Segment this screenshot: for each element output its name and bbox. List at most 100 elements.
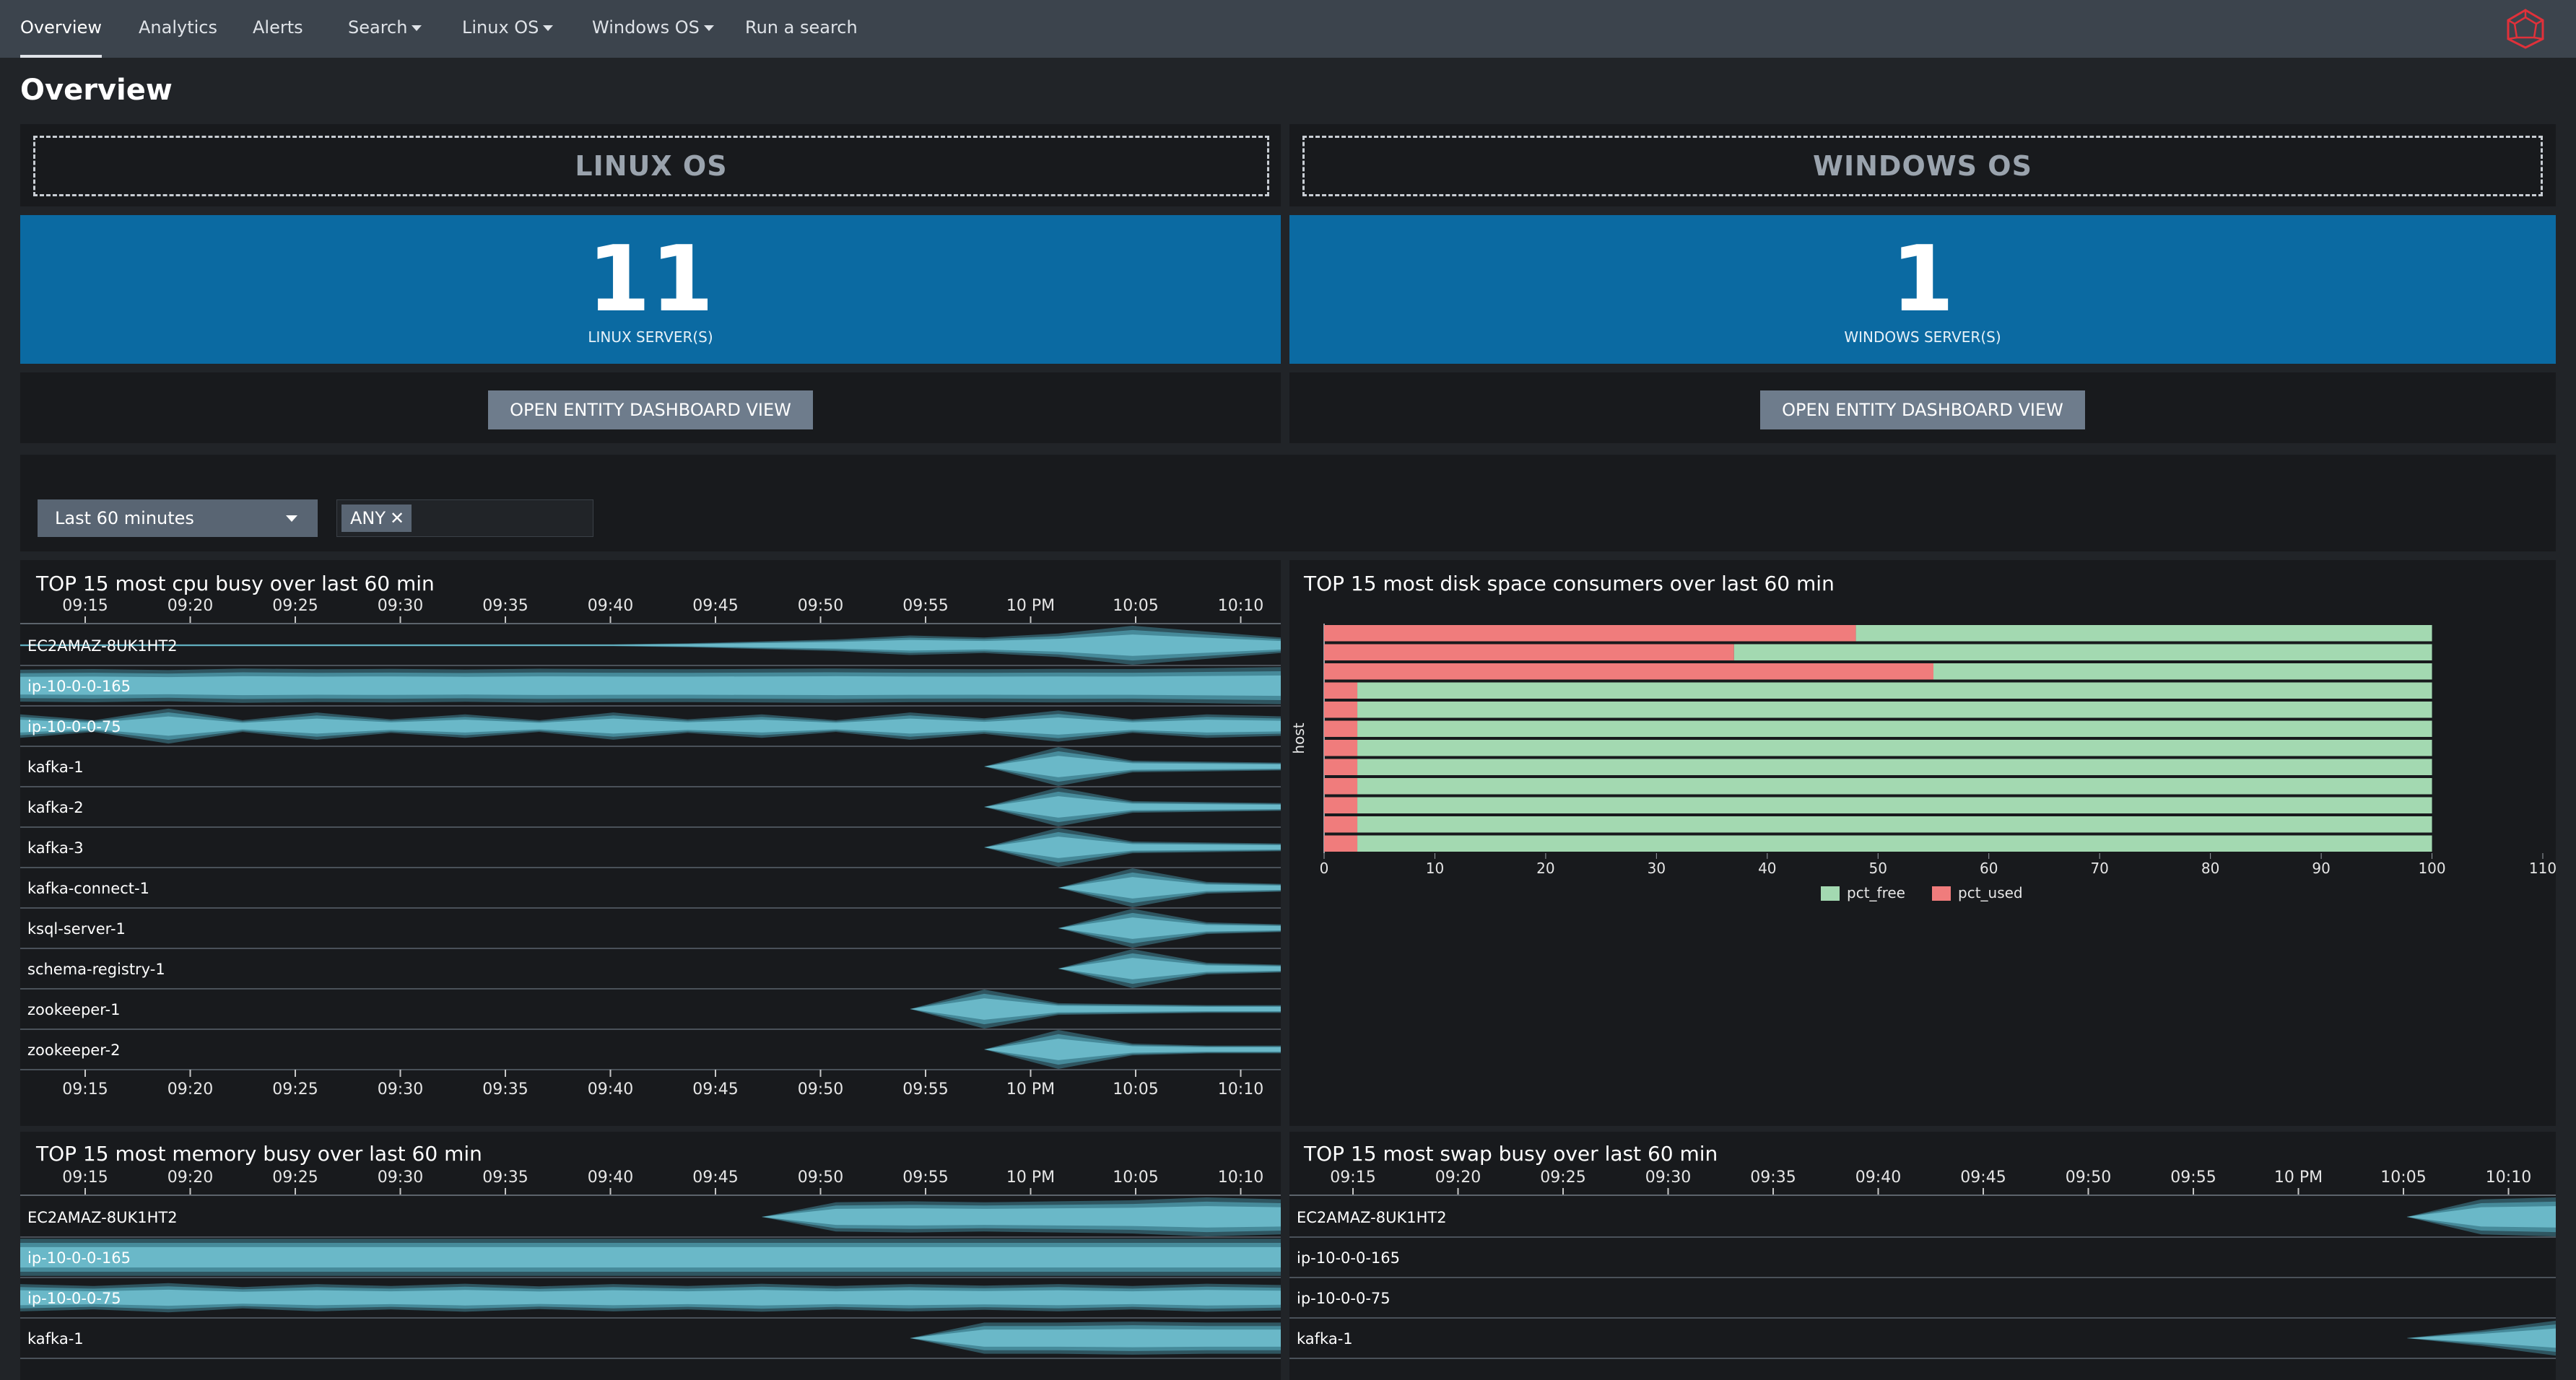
timeline-row[interactable]: zookeeper-2 (20, 1030, 1281, 1070)
timeline-row[interactable]: kafka-1 (1289, 1320, 2556, 1359)
time-axis-top: 09:15 09:20 09:25 09:30 09:35 09:40 09:45 09:50… (62, 597, 1263, 624)
legend-swatch-pct-free (1821, 886, 1840, 901)
tab-overview[interactable]: Overview (20, 0, 102, 58)
linux-button-panel: OPEN ENTITY DASHBOARD VIEW (20, 372, 1281, 443)
timeline-row[interactable]: schema-registry-1 (20, 949, 1281, 990)
timeline-row[interactable]: ip-10-0-0-75 (20, 1283, 1281, 1319)
close-icon[interactable]: ✕ (390, 508, 405, 528)
bar-pct-used[interactable] (1324, 720, 1358, 738)
x-tick-label: 80 (2201, 860, 2219, 877)
x-tick-label: 70 (2090, 860, 2108, 877)
host-token[interactable]: ANY ✕ (341, 505, 412, 532)
bar-pct-used[interactable] (1324, 835, 1358, 852)
bar-pct-used[interactable] (1324, 759, 1358, 776)
legend-label-pct-free[interactable]: pct_free (1847, 884, 1905, 901)
timeline-row[interactable]: EC2AMAZ-8UK1HT2 (20, 626, 1281, 666)
splunk-logo-icon[interactable] (2504, 7, 2547, 51)
bar-pct-used[interactable] (1324, 625, 1856, 642)
tab-linux-os[interactable]: Linux OS (462, 0, 554, 58)
bar-pct-free[interactable] (1357, 816, 2432, 833)
bar-pct-used[interactable] (1324, 644, 1734, 661)
timeline-row[interactable]: kafka-connect-1 (20, 868, 1281, 909)
host-multiselect[interactable]: ANY ✕ (336, 499, 593, 537)
timeline-row[interactable]: ip-10-0-0-75 (1289, 1290, 2556, 1319)
tab-analytics[interactable]: Analytics (139, 0, 217, 58)
row-label: EC2AMAZ-8UK1HT2 (27, 637, 178, 655)
timeline-row[interactable]: kafka-3 (20, 828, 1281, 868)
timeline-row[interactable]: ip-10-0-0-165 (1289, 1249, 2556, 1278)
chevron-down-icon (286, 515, 297, 522)
timeline-row[interactable]: zookeeper-1 (20, 990, 1281, 1030)
bar-pct-used[interactable] (1324, 740, 1358, 756)
time-tick-label: 09:25 (272, 1169, 318, 1187)
time-tick-label: 09:55 (902, 1169, 948, 1187)
timeline-row[interactable]: ip-10-0-0-75 (20, 708, 1281, 747)
timeline-row[interactable]: EC2AMAZ-8UK1HT2 (20, 1197, 1281, 1238)
timeline-row[interactable]: ip-10-0-0-165 (20, 1239, 1281, 1278)
tab-run-a-search[interactable]: Run a search (745, 0, 858, 58)
timeline-row[interactable]: ip-10-0-0-165 (20, 667, 1281, 707)
time-range-dropdown[interactable]: Last 60 minutes (38, 499, 318, 537)
series-area (20, 1246, 1281, 1268)
legend-label-pct-used[interactable]: pct_used (1958, 884, 2023, 901)
windows-button-panel: OPEN ENTITY DASHBOARD VIEW (1289, 372, 2556, 443)
row-label: zookeeper-2 (27, 1041, 120, 1059)
bar-pct-used[interactable] (1324, 702, 1358, 718)
time-tick-label: 09:20 (167, 1080, 213, 1099)
bar-pct-used[interactable] (1324, 816, 1358, 833)
bar-pct-free[interactable] (1357, 720, 2432, 738)
chevron-down-icon (703, 25, 714, 31)
tab-alerts[interactable]: Alerts (253, 0, 303, 58)
timeline-row[interactable]: kafka-1 (20, 1322, 1281, 1359)
time-tick-label: 09:55 (902, 597, 948, 615)
disk-chart-title: TOP 15 most disk space consumers over la… (1304, 572, 1835, 595)
time-tick-label: 09:15 (1330, 1169, 1375, 1187)
windows-header: WINDOWS OS (1302, 136, 2543, 196)
bar-pct-free[interactable] (1357, 797, 2432, 814)
time-tick-label: 09:55 (2170, 1169, 2216, 1187)
bar-pct-used[interactable] (1324, 797, 1358, 814)
bar-pct-used[interactable] (1324, 663, 1933, 680)
timeline-row[interactable]: kafka-2 (20, 787, 1281, 828)
time-tick-label: 09:15 (62, 1169, 108, 1187)
bar-pct-free[interactable] (1733, 644, 2432, 661)
bar-pct-free[interactable] (1357, 702, 2432, 718)
timeline-row[interactable]: ksql-server-1 (20, 909, 1281, 949)
swap-chart-title: TOP 15 most swap busy over last 60 min (1304, 1142, 1718, 1166)
time-tick-label: 09:50 (798, 1080, 843, 1099)
x-tick-label: 40 (1758, 860, 1776, 877)
row-label: schema-registry-1 (27, 961, 165, 978)
bar-pct-free[interactable] (1357, 759, 2432, 776)
x-tick-label: 30 (1648, 860, 1666, 877)
legend-swatch-pct-used (1932, 886, 1951, 901)
row-label: ksql-server-1 (27, 920, 126, 938)
bar-pct-free[interactable] (1933, 663, 2432, 680)
windows-open-dashboard-button[interactable]: OPEN ENTITY DASHBOARD VIEW (1760, 390, 2085, 429)
bar-pct-free[interactable] (1357, 835, 2432, 852)
tab-label: Overview (20, 17, 102, 38)
timeline-row[interactable]: EC2AMAZ-8UK1HT2 (1289, 1197, 2556, 1238)
bar-pct-used[interactable] (1324, 778, 1358, 795)
tab-label: Analytics (139, 17, 217, 38)
tab-windows-os[interactable]: Windows OS (592, 0, 714, 58)
series-area (20, 1289, 1281, 1306)
bar-pct-used[interactable] (1324, 682, 1358, 699)
time-tick-label: 09:30 (1645, 1169, 1691, 1187)
bar-pct-free[interactable] (1357, 740, 2432, 756)
windows-header-panel: WINDOWS OS (1289, 124, 2556, 206)
bar-pct-free[interactable] (1357, 778, 2432, 795)
linux-open-dashboard-button[interactable]: OPEN ENTITY DASHBOARD VIEW (488, 390, 813, 429)
tab-search[interactable]: Search (348, 0, 422, 58)
timeline-row[interactable]: kafka-1 (20, 747, 1281, 787)
series-area (20, 1039, 1281, 1060)
row-label: ip-10-0-0-75 (27, 1290, 121, 1307)
row-label: zookeeper-1 (27, 1001, 120, 1018)
bar-pct-free[interactable] (1855, 625, 2432, 642)
bar-pct-free[interactable] (1357, 682, 2432, 699)
windows-server-count-panel[interactable]: 1 WINDOWS SERVER(S) (1289, 215, 2556, 364)
time-tick-label: 09:50 (798, 597, 843, 615)
disk-chart-panel: TOP 15 most disk space consumers over la… (1289, 560, 2556, 1126)
linux-server-count-panel[interactable]: 11 LINUX SERVER(S) (20, 215, 1281, 364)
cpu-chart-title: TOP 15 most cpu busy over last 60 min (36, 572, 435, 595)
time-tick-label: 10:10 (2486, 1169, 2531, 1187)
